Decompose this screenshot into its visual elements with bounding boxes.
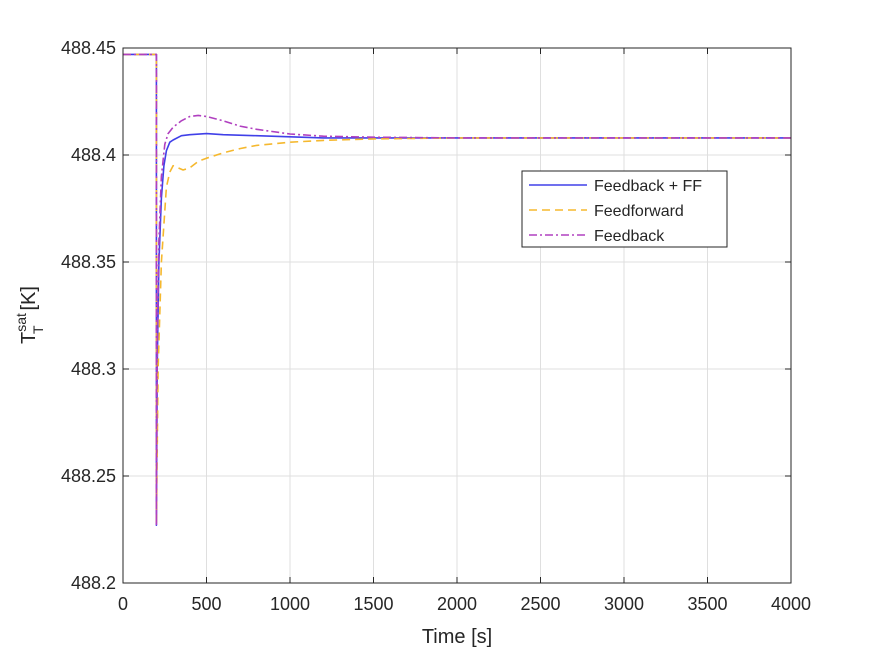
- y-axis-ticks: 488.2 488.25 488.3 488.35 488.4 488.45: [61, 38, 791, 593]
- series-group: [123, 53, 791, 527]
- x-tick-label: 4000: [771, 594, 811, 614]
- x-axis-label: Time [s]: [422, 626, 492, 648]
- x-tick-label: 500: [191, 594, 221, 614]
- y-tick-label: 488.3: [71, 359, 116, 379]
- x-tick-label: 2500: [520, 594, 560, 614]
- legend-label: Feedback + FF: [594, 178, 702, 195]
- legend-label: Feedback: [594, 228, 665, 245]
- y-axis-label-base: T: [18, 332, 40, 344]
- y-axis-label: TsatT [K]: [13, 286, 46, 344]
- series-line-feedback: [123, 53, 791, 527]
- x-axis-ticks: 0 500 1000 1500 2000 2500 3000 3500 4000: [118, 48, 811, 614]
- y-tick-label: 488.35: [61, 252, 116, 272]
- x-tick-label: 3500: [687, 594, 727, 614]
- svg-text:TsatT[K]: TsatT [K]: [13, 286, 46, 344]
- legend-entries: Feedback + FF Feedforward Feedback: [529, 178, 702, 245]
- x-tick-label: 2000: [437, 594, 477, 614]
- y-axis-label-superscript: sat: [13, 313, 29, 332]
- x-tick-label: 3000: [604, 594, 644, 614]
- x-tick-label: 0: [118, 594, 128, 614]
- y-tick-label: 488.25: [61, 466, 116, 486]
- x-tick-label: 1500: [353, 594, 393, 614]
- y-tick-label: 488.2: [71, 573, 116, 593]
- y-tick-label: 488.4: [71, 145, 116, 165]
- y-axis-label-unit: [K]: [18, 286, 40, 310]
- x-tick-label: 1000: [270, 594, 310, 614]
- y-tick-label: 488.45: [61, 38, 116, 58]
- y-axis-label-subscript: T: [30, 325, 46, 334]
- legend: Feedback + FF Feedforward Feedback: [521, 170, 728, 248]
- legend-label: Feedforward: [594, 203, 684, 220]
